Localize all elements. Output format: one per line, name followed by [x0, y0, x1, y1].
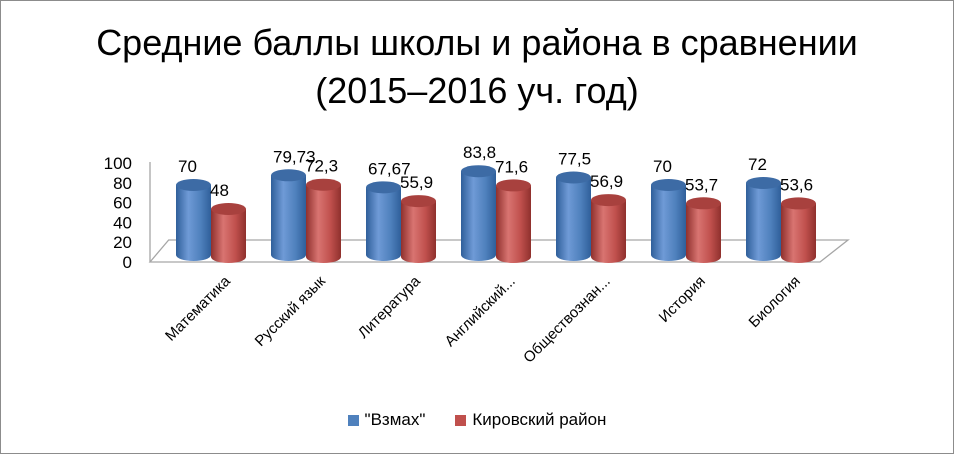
data-label: 53,6	[780, 175, 813, 194]
svg-text:80: 80	[113, 174, 132, 193]
data-label: 48	[210, 181, 229, 200]
data-label: 70	[653, 157, 672, 176]
svg-text:60: 60	[113, 194, 132, 213]
category-label: Русский язык	[252, 273, 330, 351]
category-label: Обществознан...	[520, 273, 614, 367]
legend-item-school: "Взмах"	[347, 410, 426, 430]
chart-title-line-1: Средние баллы школы и района в сравнении	[96, 22, 858, 63]
category-label: Математика	[162, 272, 234, 344]
data-label: 72	[748, 155, 767, 174]
category-label: Литература	[355, 272, 425, 342]
data-label: 72,3	[305, 157, 338, 176]
chart-title-line-2: (2015–2016 уч. год)	[315, 70, 639, 111]
category-label: Английский...	[442, 273, 519, 350]
data-label: 77,5	[558, 150, 591, 169]
data-label: 53,7	[685, 175, 718, 194]
data-label: 67,67	[368, 159, 411, 178]
legend: "Взмах" Кировский район	[0, 410, 954, 430]
svg-text:100: 100	[104, 154, 132, 173]
data-label: 71,6	[495, 157, 528, 176]
category-label: История	[656, 273, 709, 326]
svg-text:0: 0	[123, 253, 132, 272]
data-label: 70	[178, 157, 197, 176]
legend-label: "Взмах"	[364, 410, 426, 429]
legend-item-district: Кировский район	[455, 410, 606, 430]
legend-swatch-red	[455, 414, 467, 426]
data-label: 79,73	[273, 147, 316, 166]
data-label: 55,9	[400, 173, 433, 192]
svg-text:20: 20	[113, 233, 132, 252]
data-label: 83,8	[463, 143, 496, 162]
category-label: Биология	[746, 273, 804, 331]
legend-label: Кировский район	[472, 410, 607, 429]
svg-text:40: 40	[113, 213, 132, 232]
data-label: 56,9	[590, 172, 623, 191]
legend-swatch-blue	[347, 414, 359, 426]
